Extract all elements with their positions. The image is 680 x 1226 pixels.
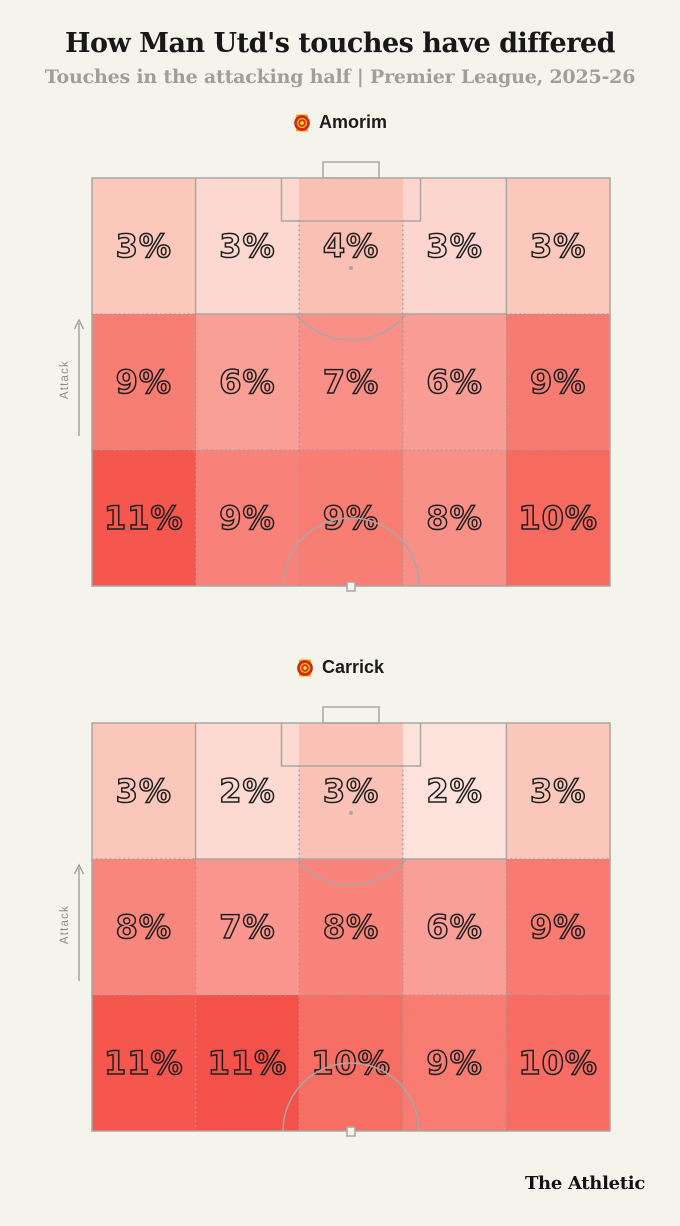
penalty-arc [295,858,407,886]
zone-value: 4% [322,226,380,266]
centre-mark [346,1126,356,1137]
zone-value: 3% [529,226,587,266]
zone-cell: 3% [92,178,196,314]
zone-cell: 8% [402,450,507,586]
zone-value: 9% [426,1043,483,1083]
penalty-arc [295,313,407,341]
section-header-carrick: Carrick [0,657,680,678]
zone-value: 3% [115,771,172,811]
man-utd-crest-icon [297,659,313,676]
zone-cell: 8% [299,859,403,995]
section-header-amorim: Amorim [0,112,680,133]
attack-arrow-icon [73,863,85,981]
zone-value: 2% [426,771,483,811]
zone-grid-amorim: 3% 3% 4% 3% 3% 9% 6% 7% 6% 9% 11% 9% 9% … [92,178,610,586]
zone-value: 11% [103,498,184,538]
zone-cell: 4% [299,178,403,314]
zone-cell: 9% [195,450,300,586]
zone-value: 3% [529,771,587,811]
zone-cell: 6% [402,859,507,995]
pitch-heatmap-amorim: 3% 3% 4% 3% 3% 9% 6% 7% 6% 9% 11% 9% 9% … [59,161,611,592]
zone-value: 3% [115,226,172,266]
attack-arrow-icon [73,318,85,436]
pitch-border [91,722,611,1132]
the-athletic-logo: The Athletic [524,1173,645,1194]
zone-cell: 6% [402,314,507,450]
zone-cell: 3% [299,723,403,859]
man-utd-crest-icon [294,114,310,131]
zone-cell: 10% [506,995,610,1131]
zone-value: 11% [207,1043,288,1083]
goal [322,706,380,724]
zone-value: 2% [218,771,276,811]
attack-direction-indicator: Attack [59,863,85,987]
penalty-area [194,723,508,860]
attack-label: Attack [59,905,71,945]
zone-value: 7% [218,907,276,947]
zone-grid-carrick: 3% 2% 3% 2% 3% 8% 7% 8% 6% 9% 11% 11% 10… [92,723,610,1131]
zone-cell: 11% [92,995,196,1131]
zone-value: 3% [322,771,380,811]
zone-cell: 9% [506,859,610,995]
attack-direction-indicator: Attack [59,318,85,442]
pitch-markings [91,706,611,1137]
centre-circle [282,1062,420,1132]
zone-value: 8% [322,907,380,947]
six-yard-box [280,723,422,767]
zone-cell: 3% [402,178,507,314]
zone-value: 3% [426,226,483,266]
zone-value: 10% [518,1043,598,1083]
manager-name-amorim: Amorim [318,112,387,132]
page-title: How Man Utd's touches have differed [64,28,616,59]
zone-cell: 2% [402,723,507,859]
zone-value: 9% [529,907,587,947]
zone-cell: 3% [92,723,196,859]
zone-cell: 8% [92,859,196,995]
zone-cell: 7% [195,859,300,995]
centre-circle [282,517,420,587]
six-yard-box [280,178,422,222]
zone-cell: 6% [195,314,300,450]
zone-value: 9% [218,498,276,538]
zone-value: 8% [115,907,172,947]
pitch-heatmap-carrick: 3% 2% 3% 2% 3% 8% 7% 8% 6% 9% 11% 11% 10… [59,706,611,1137]
zone-cell: 11% [92,450,196,586]
zone-value: 3% [218,226,276,266]
penalty-spot [349,811,353,815]
zone-value: 9% [115,362,172,402]
zone-cell: 7% [299,314,403,450]
centre-mark [346,581,356,592]
zone-value: 7% [322,362,380,402]
penalty-spot [349,266,353,270]
goal [322,161,380,179]
manager-name-carrick: Carrick [321,657,385,677]
pitch-border [91,177,611,587]
zone-cell: 3% [506,178,610,314]
zone-cell: 9% [506,314,610,450]
zone-cell: 3% [506,723,610,859]
zone-cell: 11% [195,995,300,1131]
zone-cell: 10% [506,450,610,586]
penalty-area [194,178,508,315]
attack-label: Attack [59,360,71,400]
zone-value: 9% [529,362,587,402]
zone-value: 10% [518,498,598,538]
zone-value: 11% [103,1043,184,1083]
zone-value: 8% [426,498,483,538]
zone-value: 6% [426,362,483,402]
pitch-markings [91,161,611,592]
zone-value: 6% [426,907,483,947]
zone-cell: 9% [92,314,196,450]
zone-value: 6% [218,362,276,402]
zone-cell: 10% [299,995,403,1131]
zone-cell: 9% [402,995,507,1131]
page-subtitle: Touches in the attacking half | Premier … [44,66,636,88]
